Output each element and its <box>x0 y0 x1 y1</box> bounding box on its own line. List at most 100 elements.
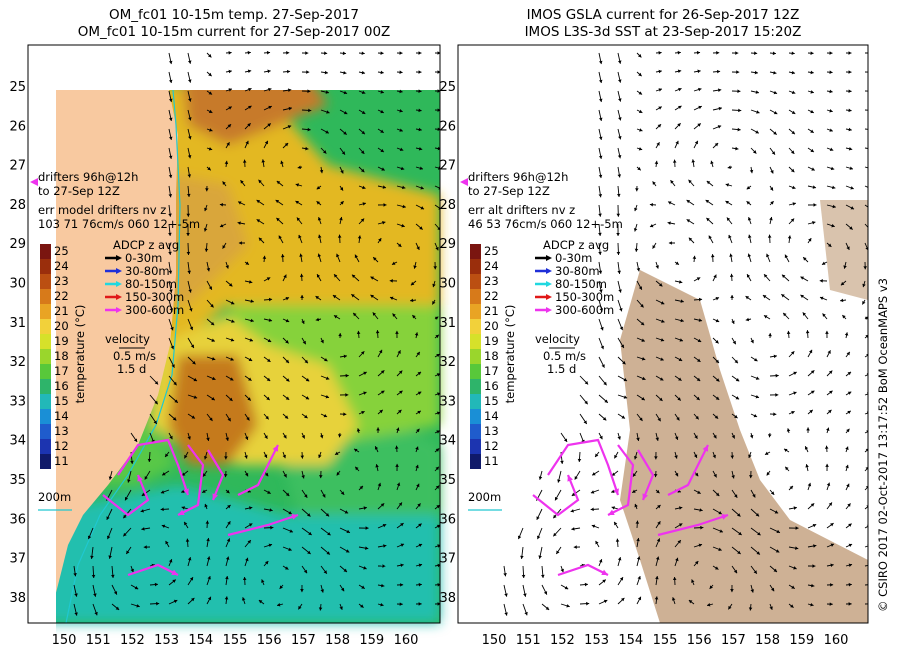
velocity-legend-title: velocity <box>105 332 150 346</box>
colorbar-swatch <box>470 424 481 439</box>
colorbar-swatch <box>40 259 51 274</box>
longitude-tick-label: 154 <box>188 633 213 648</box>
latitude-tick-label: 37 <box>9 552 26 567</box>
adcp-arrow-icon <box>546 281 552 287</box>
latitude-tick-label: 33 <box>439 394 456 409</box>
longitude-tick-label: 150 <box>482 633 507 648</box>
colorbar-tick-label: 16 <box>54 379 69 393</box>
credit-text: © CSIRO 2017 02-Oct-2017 13:17:52 BoM Oc… <box>876 278 890 612</box>
adcp-legend-title: ADCP z avg <box>543 238 609 252</box>
colorbar-axis-label: temperature (°C) <box>73 305 87 404</box>
colorbar-tick-label: 18 <box>54 349 69 363</box>
adcp-legend-label: 30-80m <box>125 264 170 278</box>
right-isobath-label: 200m <box>468 490 501 504</box>
colorbar-swatch <box>40 439 51 454</box>
latitude-tick-label: 29 <box>439 237 456 252</box>
adcp-legend-title: ADCP z avg <box>113 238 179 252</box>
colorbar-tick-label: 14 <box>484 409 499 423</box>
colorbar-tick-label: 21 <box>54 304 69 318</box>
colorbar-swatch <box>470 349 481 364</box>
colorbar-tick-label: 22 <box>484 289 499 303</box>
latitude-tick-label: 29 <box>9 237 26 252</box>
latitude-tick-label: 26 <box>9 119 26 134</box>
latitude-tick-label: 38 <box>9 591 26 606</box>
colorbar-tick-label: 19 <box>484 334 499 348</box>
longitude-tick-label: 155 <box>653 633 678 648</box>
longitude-tick-label: 160 <box>824 633 849 648</box>
longitude-tick-label: 152 <box>550 633 575 648</box>
colorbar-swatch <box>470 274 481 289</box>
longitude-tick-label: 152 <box>120 633 145 648</box>
latitude-tick-label: 36 <box>439 512 456 527</box>
colorbar-swatch <box>40 454 51 469</box>
adcp-legend-label: 30-80m <box>555 264 600 278</box>
colorbar-swatch <box>470 319 481 334</box>
longitude-tick-label: 154 <box>618 633 643 648</box>
colorbar-swatch <box>470 454 481 469</box>
longitude-tick-label: 157 <box>721 633 746 648</box>
longitude-tick-label: 158 <box>755 633 780 648</box>
latitude-tick-label: 34 <box>9 434 26 449</box>
colorbar-swatch <box>40 409 51 424</box>
left-title-line2: OM_fc01 10-15m current for 27-Sep-2017 0… <box>78 24 391 40</box>
right-title-line2: IMOS L3S-3d SST at 23-Sep-2017 15:20Z <box>525 24 802 40</box>
left-isobath-label: 200m <box>38 490 71 504</box>
latitude-tick-label: 28 <box>439 198 456 213</box>
longitude-tick-label: 158 <box>325 633 350 648</box>
latitude-tick-label: 35 <box>9 473 26 488</box>
latitude-tick-label: 36 <box>9 512 26 527</box>
colorbar-swatch <box>40 424 51 439</box>
right-err-line1: err alt drifters nv z <box>468 203 575 217</box>
colorbar-tick-label: 24 <box>484 259 499 273</box>
adcp-legend-label: 300-600m <box>125 303 184 317</box>
colorbar-swatch <box>470 439 481 454</box>
longitude-tick-label: 153 <box>154 633 179 648</box>
colorbar-tick-label: 16 <box>484 379 499 393</box>
colorbar-swatch <box>40 304 51 319</box>
velocity-legend-speed: 0.5 m/s <box>543 349 586 363</box>
latitude-tick-label: 38 <box>439 591 456 606</box>
colorbar-tick-label: 23 <box>54 274 69 288</box>
latitude-tick-label: 32 <box>9 355 26 370</box>
adcp-legend-label: 150-300m <box>125 290 184 304</box>
colorbar-swatch <box>470 379 481 394</box>
colorbar-swatch <box>40 274 51 289</box>
adcp-legend-label: 80-150m <box>125 277 177 291</box>
latitude-tick-label: 31 <box>9 316 26 331</box>
colorbar-tick-label: 12 <box>54 439 69 453</box>
right-title-line1: IMOS GSLA current for 26-Sep-2017 12Z <box>527 7 800 23</box>
adcp-legend-label: 0-30m <box>125 251 162 265</box>
longitude-tick-label: 153 <box>584 633 609 648</box>
colorbar-tick-label: 15 <box>54 394 69 408</box>
colorbar-tick-label: 14 <box>54 409 69 423</box>
colorbar-tick-label: 24 <box>54 259 69 273</box>
right-colorbar: 252423222120191817161514131211temperatur… <box>470 244 517 469</box>
adcp-arrow-icon <box>546 255 552 261</box>
longitude-tick-label: 156 <box>687 633 712 648</box>
colorbar-tick-label: 17 <box>484 364 499 378</box>
right-drifter-line1: drifters 96h@12h <box>468 170 568 184</box>
colorbar-tick-label: 11 <box>54 454 69 468</box>
colorbar-swatch <box>40 394 51 409</box>
longitude-tick-label: 159 <box>359 633 384 648</box>
latitude-tick-label: 25 <box>9 80 26 95</box>
adcp-arrow-icon <box>546 294 552 300</box>
colorbar-tick-label: 23 <box>484 274 499 288</box>
left-drifter-line1: drifters 96h@12h <box>38 170 138 184</box>
colorbar-swatch <box>40 364 51 379</box>
latitude-tick-label: 33 <box>9 394 26 409</box>
colorbar-tick-label: 18 <box>484 349 499 363</box>
latitude-tick-label: 28 <box>9 198 26 213</box>
longitude-tick-label: 151 <box>516 633 541 648</box>
adcp-legend-label: 80-150m <box>555 277 607 291</box>
adcp-legend-label: 150-300m <box>555 290 614 304</box>
colorbar-swatch <box>40 379 51 394</box>
colorbar-tick-label: 21 <box>484 304 499 318</box>
longitude-tick-label: 156 <box>257 633 282 648</box>
right-err-line2: 46 53 76cm/s 060 12+-5m <box>468 217 623 231</box>
